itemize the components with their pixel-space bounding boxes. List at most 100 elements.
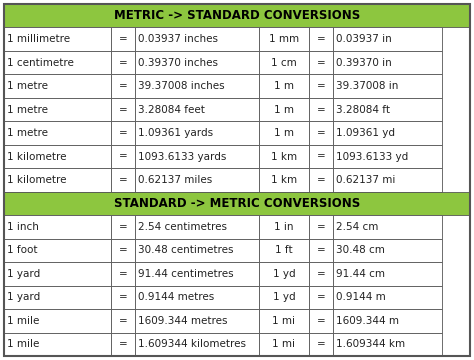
- Text: 1 metre: 1 metre: [7, 105, 48, 114]
- Text: =: =: [119, 292, 128, 302]
- Text: =: =: [119, 81, 128, 91]
- Bar: [333, 145, 442, 168]
- Bar: [136, 239, 259, 262]
- Text: 1 kilometre: 1 kilometre: [7, 175, 66, 185]
- Text: 1.609344 km: 1.609344 km: [336, 339, 405, 349]
- Text: =: =: [317, 58, 325, 68]
- Text: 30.48 cm: 30.48 cm: [336, 246, 385, 255]
- Text: 1 centimetre: 1 centimetre: [7, 58, 74, 68]
- Bar: [111, 75, 136, 98]
- Text: 91.44 cm: 91.44 cm: [336, 269, 385, 279]
- Bar: [136, 333, 259, 356]
- Bar: [136, 215, 259, 239]
- Text: 1 m: 1 m: [274, 81, 294, 91]
- Text: =: =: [119, 152, 128, 162]
- Text: =: =: [317, 128, 325, 138]
- Bar: [309, 239, 333, 262]
- Bar: [136, 27, 259, 51]
- Text: =: =: [119, 222, 128, 232]
- Text: 0.62137 miles: 0.62137 miles: [138, 175, 212, 185]
- Bar: [309, 27, 333, 51]
- Bar: [333, 239, 442, 262]
- Text: =: =: [317, 316, 325, 326]
- Text: 3.28084 ft: 3.28084 ft: [336, 105, 390, 114]
- Text: =: =: [317, 222, 325, 232]
- Bar: [4, 309, 111, 333]
- Bar: [4, 75, 111, 98]
- Text: 1 yd: 1 yd: [273, 269, 295, 279]
- Bar: [259, 168, 309, 192]
- Text: =: =: [119, 269, 128, 279]
- Bar: [111, 27, 136, 51]
- Text: 1 metre: 1 metre: [7, 81, 48, 91]
- Bar: [309, 98, 333, 121]
- Bar: [333, 285, 442, 309]
- Bar: [4, 4, 470, 27]
- Bar: [259, 98, 309, 121]
- Bar: [4, 333, 111, 356]
- Bar: [4, 285, 111, 309]
- Bar: [111, 145, 136, 168]
- Bar: [259, 262, 309, 285]
- Text: 1 km: 1 km: [271, 152, 297, 162]
- Bar: [309, 145, 333, 168]
- Bar: [309, 333, 333, 356]
- Text: 0.39370 inches: 0.39370 inches: [138, 58, 218, 68]
- Text: 1 inch: 1 inch: [7, 222, 39, 232]
- Text: =: =: [119, 246, 128, 255]
- Bar: [4, 51, 111, 75]
- Text: =: =: [119, 339, 128, 349]
- Text: 1 yd: 1 yd: [273, 292, 295, 302]
- Bar: [309, 121, 333, 145]
- Text: 1.609344 kilometres: 1.609344 kilometres: [138, 339, 246, 349]
- Bar: [111, 215, 136, 239]
- Bar: [333, 51, 442, 75]
- Bar: [111, 239, 136, 262]
- Text: 1 yard: 1 yard: [7, 269, 40, 279]
- Text: 1 millimetre: 1 millimetre: [7, 34, 70, 44]
- Text: 1 mi: 1 mi: [273, 316, 295, 326]
- Text: 3.28084 feet: 3.28084 feet: [138, 105, 205, 114]
- Bar: [333, 98, 442, 121]
- Text: 1 in: 1 in: [274, 222, 293, 232]
- Text: 1 mm: 1 mm: [269, 34, 299, 44]
- Bar: [309, 262, 333, 285]
- Bar: [309, 285, 333, 309]
- Bar: [309, 51, 333, 75]
- Text: =: =: [119, 128, 128, 138]
- Text: =: =: [317, 339, 325, 349]
- Text: =: =: [119, 58, 128, 68]
- Text: 1 foot: 1 foot: [7, 246, 37, 255]
- Bar: [4, 121, 111, 145]
- Bar: [111, 333, 136, 356]
- Bar: [111, 168, 136, 192]
- Bar: [259, 215, 309, 239]
- Text: 39.37008 in: 39.37008 in: [336, 81, 398, 91]
- Bar: [333, 333, 442, 356]
- Bar: [111, 309, 136, 333]
- Bar: [136, 121, 259, 145]
- Bar: [136, 262, 259, 285]
- Bar: [136, 285, 259, 309]
- Bar: [111, 262, 136, 285]
- Text: 1609.344 m: 1609.344 m: [336, 316, 399, 326]
- Bar: [4, 145, 111, 168]
- Text: =: =: [317, 81, 325, 91]
- Bar: [259, 51, 309, 75]
- Text: =: =: [317, 152, 325, 162]
- Bar: [259, 285, 309, 309]
- Text: 1 m: 1 m: [274, 105, 294, 114]
- Text: 1 ft: 1 ft: [275, 246, 292, 255]
- Bar: [4, 239, 111, 262]
- Text: 0.03937 in: 0.03937 in: [336, 34, 392, 44]
- Bar: [111, 285, 136, 309]
- Text: 2.54 centimetres: 2.54 centimetres: [138, 222, 227, 232]
- Bar: [333, 215, 442, 239]
- Bar: [259, 145, 309, 168]
- Bar: [309, 168, 333, 192]
- Text: =: =: [119, 316, 128, 326]
- Bar: [4, 215, 111, 239]
- Text: 91.44 centimetres: 91.44 centimetres: [138, 269, 234, 279]
- Bar: [136, 98, 259, 121]
- Text: 1 metre: 1 metre: [7, 128, 48, 138]
